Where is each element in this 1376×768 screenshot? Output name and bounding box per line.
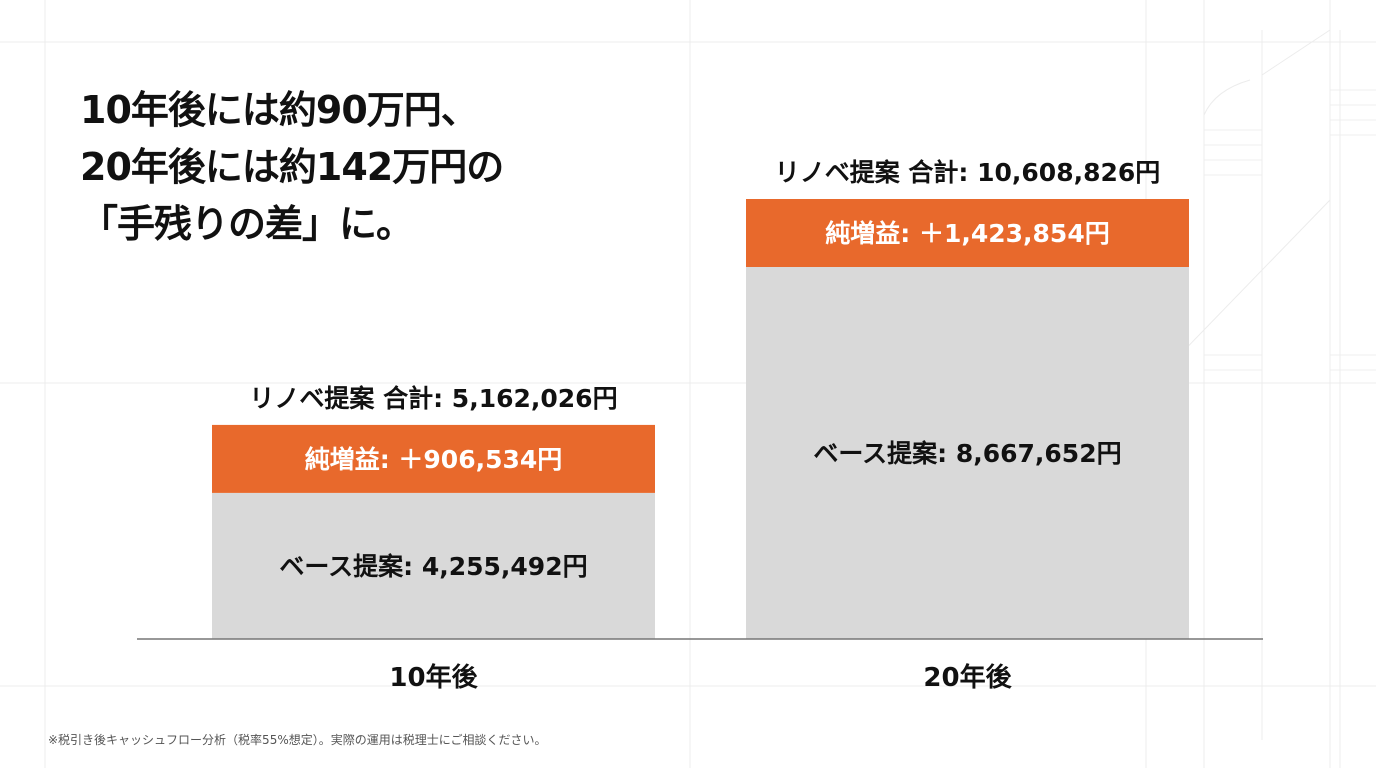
bar-segment-base (212, 492, 655, 639)
bar-segment-gain (212, 424, 655, 493)
bar-segment-base (746, 267, 1189, 639)
headline: 10年後には約90万円、 20年後には約142万円の 「手残りの差」に。 (80, 82, 504, 253)
base-value-label: ベース提案: 4,255,492円 (279, 552, 587, 581)
x-tick-label: 20年後 (923, 662, 1012, 693)
x-tick-label: 10年後 (389, 662, 478, 693)
total-label: リノベ提案 合計: 10,608,826円 (775, 158, 1161, 187)
headline-line-2: 20年後には約142万円の (80, 145, 504, 189)
footnote: ※税引き後キャッシュフロー分析（税率55%想定）。実際の運用は税理士にご相談くだ… (48, 733, 547, 747)
total-label: リノベ提案 合計: 5,162,026円 (249, 384, 617, 413)
headline-line-1: 10年後には約90万円、 (80, 88, 479, 132)
gain-value-label: 純増益: ＋906,534円 (305, 445, 563, 474)
bar-segment-gain (746, 199, 1189, 267)
gain-value-label: 純増益: ＋1,423,854円 (825, 219, 1109, 248)
base-value-label: ベース提案: 8,667,652円 (813, 439, 1121, 468)
headline-line-3: 「手残りの差」に。 (80, 202, 414, 246)
